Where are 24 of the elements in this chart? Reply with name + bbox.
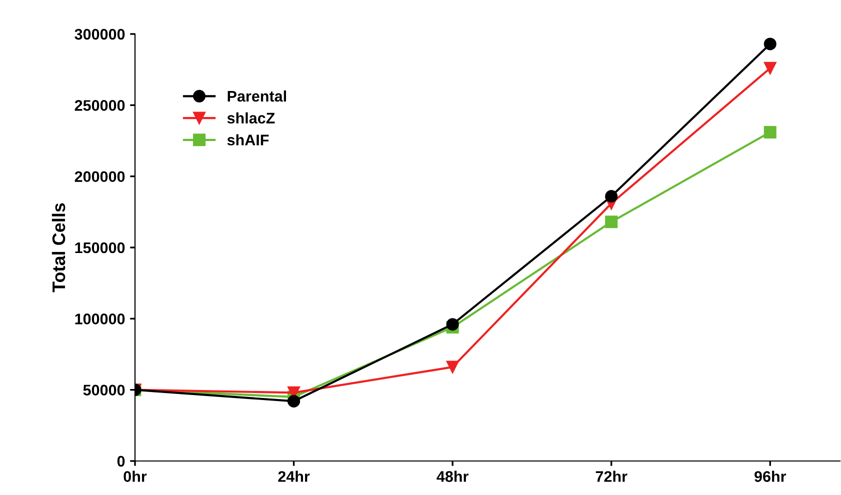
point	[446, 318, 459, 331]
y-tick-label: 0	[117, 456, 125, 467]
legend-label: shlacZ	[227, 112, 275, 124]
y-tick-label: 50000	[83, 384, 125, 396]
x-tick-label: 72hr	[596, 470, 628, 482]
point	[764, 126, 776, 138]
point	[605, 190, 618, 203]
point	[764, 62, 776, 74]
x-tick-label: 24hr	[278, 470, 310, 482]
y-tick-label: 100000	[75, 314, 125, 324]
point	[605, 216, 618, 228]
x-tick-label: 48hr	[436, 470, 468, 482]
y-tick-label: 300000	[74, 28, 125, 40]
y-axis-title: Total Cells	[52, 203, 66, 292]
point	[288, 394, 300, 408]
legend-label: shAIF	[227, 134, 269, 146]
y-tick-label: 150000	[75, 242, 125, 254]
y-tick-label: 250000	[74, 100, 125, 111]
legend-label: Parental	[228, 90, 286, 102]
point	[764, 38, 776, 50]
x-tick-label: 96hr	[754, 470, 786, 482]
x-tick-label: 0hr	[124, 470, 147, 482]
point	[446, 360, 459, 374]
y-tick-label: 200000	[74, 171, 125, 182]
